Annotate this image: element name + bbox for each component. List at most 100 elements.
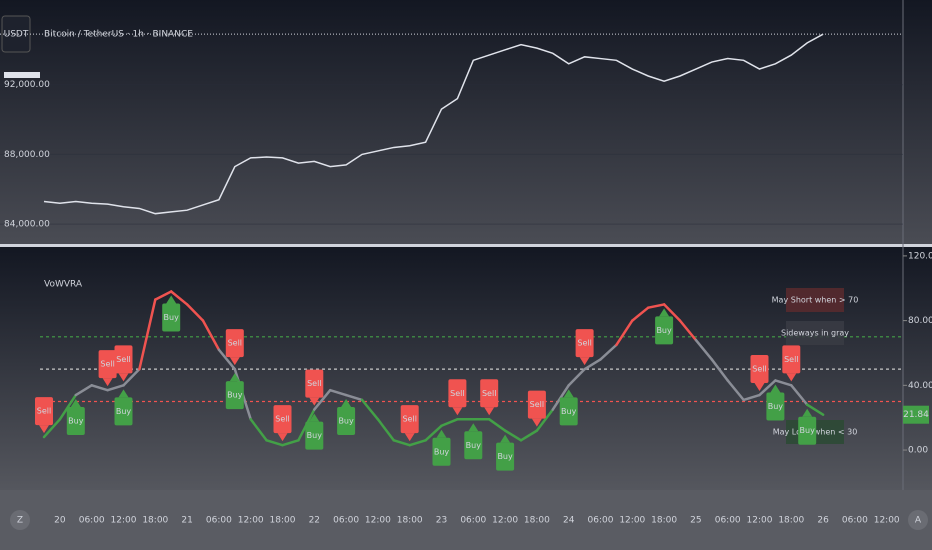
signal-label: Sell: [100, 360, 114, 369]
indicator-segment: [185, 303, 205, 322]
signal-label: Sell: [275, 415, 289, 424]
indicator-segment: [503, 429, 523, 442]
x-tick-label: 12:00: [619, 516, 645, 526]
y-tick-label: 84,000.00: [4, 220, 50, 230]
label-pointer: [500, 434, 511, 443]
zoom-button[interactable]: [10, 510, 30, 530]
y-tick-label: 120.00: [908, 251, 932, 261]
buy-label-box: [432, 437, 451, 466]
level-note-box: [786, 288, 844, 312]
indicator-segment: [249, 418, 268, 442]
buy-label-box: [766, 392, 785, 421]
indicator-segment: [662, 303, 682, 322]
currency: USDT: [4, 30, 29, 40]
signal-label: Sell: [450, 389, 464, 398]
label-pointer: [39, 425, 49, 434]
signal-label: Buy: [434, 447, 450, 456]
x-tick-label: 12:00: [874, 516, 900, 526]
label-pointer: [484, 407, 495, 416]
buy-label-box: [305, 421, 324, 450]
signal-label: Sell: [228, 339, 242, 348]
label-pointer: [786, 373, 797, 382]
signal-label: Buy: [164, 313, 180, 322]
buy-label-box: [655, 316, 674, 345]
x-tick-label: 06:00: [715, 516, 741, 526]
sell-label-box: [114, 345, 133, 374]
sell-label-box: [782, 345, 801, 374]
indicator-segment: [567, 367, 586, 387]
indicator-segment: [487, 418, 507, 432]
indicator-segment: [583, 358, 602, 371]
signal-label: Buy: [800, 426, 816, 435]
x-tick-label: 24: [563, 516, 575, 526]
x-tick-label: 06:00: [460, 516, 486, 526]
signal-label: Buy: [68, 417, 84, 426]
indicator-segment: [106, 384, 125, 392]
buy-label-box: [798, 416, 817, 445]
sell-label-box: [480, 379, 499, 408]
label-pointer: [404, 433, 415, 442]
signal-label: Buy: [116, 407, 132, 416]
level-note-box: [786, 321, 844, 345]
scale-marker: [4, 72, 40, 78]
label-pointer: [579, 357, 590, 366]
signal-label: Buy: [307, 431, 323, 440]
buy-label-box: [464, 431, 483, 460]
indicator-title: VoWVRA: [44, 280, 83, 290]
label-pointer: [118, 373, 129, 382]
signal-label: Sell: [784, 355, 798, 364]
indicator-segment: [122, 367, 141, 387]
label-pointer: [102, 378, 113, 387]
y-tick-label: 40.00: [908, 381, 932, 391]
signal-label: Buy: [656, 326, 672, 335]
x-tick-label: 12:00: [747, 516, 773, 526]
indicator-segment: [790, 384, 809, 406]
indicator-segment: [631, 306, 650, 322]
indicator-segment: [313, 388, 332, 411]
zoom-icon: Z: [17, 516, 23, 526]
indicator-segment: [551, 384, 570, 411]
signal-label: Sell: [37, 407, 51, 416]
current-value-box: [903, 405, 929, 424]
sell-label-box: [35, 397, 53, 426]
indicator-segment: [90, 384, 109, 392]
indicator-segment: [805, 403, 825, 416]
indicator-segment: [615, 319, 634, 347]
level-note: Sideways in gray: [781, 329, 849, 338]
indicator-segment: [646, 303, 666, 309]
level-note: May Short when > 70: [772, 296, 859, 305]
auto-button[interactable]: [908, 510, 928, 530]
label-pointer: [166, 295, 177, 304]
label-pointer: [468, 423, 479, 432]
indicator-segment: [599, 343, 618, 361]
y-tick-label: 80.00: [908, 316, 932, 326]
indicator-segment: [328, 388, 348, 397]
signal-label: Buy: [227, 391, 243, 400]
label-pointer: [277, 433, 288, 442]
buy-label-box: [496, 442, 515, 471]
sell-label-box: [448, 379, 467, 408]
sell-label-box: [527, 390, 546, 419]
label-pointer: [229, 373, 240, 382]
label-pointer: [802, 408, 813, 417]
indicator-segment: [392, 439, 411, 447]
label-pointer: [436, 429, 447, 438]
signal-label: Sell: [530, 400, 544, 409]
label-pointer: [118, 389, 129, 398]
indicator-segment: [281, 439, 300, 447]
indicator-segment: [201, 319, 221, 351]
label-pointer: [452, 407, 463, 416]
price-pane: [0, 0, 932, 244]
label-pointer: [309, 413, 320, 422]
time-axis: [0, 490, 932, 550]
x-tick-label: 18:00: [524, 516, 550, 526]
indicator-segment: [58, 393, 78, 421]
x-tick-label: 06:00: [333, 516, 359, 526]
label-pointer: [659, 308, 670, 317]
indicator-segment: [424, 424, 443, 442]
x-tick-label: 25: [690, 516, 701, 526]
indicator-segment: [169, 290, 189, 306]
label-pointer: [770, 384, 781, 393]
x-tick-label: 20: [54, 516, 66, 526]
